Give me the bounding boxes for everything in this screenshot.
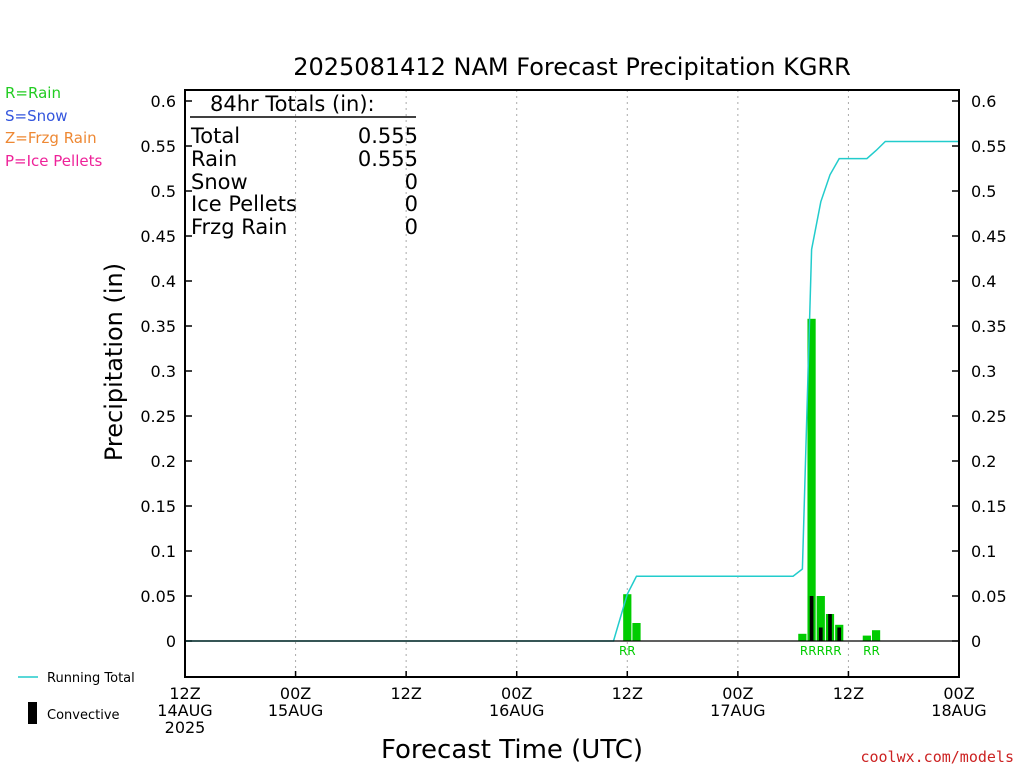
precip-bar-3 — [807, 318, 816, 641]
totals-label-ice-pellets: Ice Pellets — [191, 192, 297, 216]
legend-ice-pellets: P=Ice Pellets — [5, 151, 103, 170]
y-tick-label-left-9: 0.45 — [140, 227, 176, 246]
x-tick-label-5-1: 17AUG — [710, 701, 765, 720]
y-tick-label-left-8: 0.4 — [151, 272, 176, 291]
x-tick-label-0-2: 2025 — [165, 718, 206, 737]
totals-box: 84hr Totals (in): Total 0.555 Rain 0.555… — [190, 92, 418, 239]
x-tick-label-0-1: 14AUG — [157, 701, 212, 720]
x-tick-label-0-0: 12Z — [169, 684, 200, 703]
running-total-series — [185, 140, 959, 642]
y-tick-label-left-4: 0.2 — [151, 452, 176, 471]
y-tick-label-left-0: 0 — [166, 632, 176, 651]
y-tick-label-left-7: 0.35 — [140, 317, 176, 336]
precip-bar-4 — [816, 596, 825, 641]
precip-bar-8 — [871, 630, 881, 641]
y-tick-label-left-12: 0.6 — [151, 92, 176, 111]
x-tick-label-3-0: 00Z — [501, 684, 532, 703]
convective-bar-3 — [809, 596, 814, 641]
y-axis-label: Precipitation (in) — [100, 263, 128, 461]
x-tick-label-1-0: 00Z — [280, 684, 311, 703]
legend-frzg-rain: Z=Frzg Rain — [5, 129, 97, 147]
y-tick-label-left-11: 0.55 — [140, 137, 176, 156]
y-tick-label-right-9: 0.45 — [971, 227, 1007, 246]
x-tick-label-6-0: 12Z — [833, 684, 864, 703]
y-tick-label-left-3: 0.15 — [140, 497, 176, 516]
precip-bar-2 — [798, 633, 807, 641]
grid-lines — [295, 90, 849, 677]
convective-bar-5 — [828, 614, 832, 641]
x-tick-label-4-0: 12Z — [612, 684, 643, 703]
x-tick-label-7-0: 00Z — [943, 684, 974, 703]
precip-type-labels: RR RRRRR RR — [619, 644, 880, 658]
watermark: coolwx.com/models — [860, 748, 1014, 766]
convective-bar-6 — [837, 627, 842, 641]
convective-legend-label: Convective — [47, 708, 120, 723]
precip-bar-1 — [632, 623, 641, 641]
axis-ticks: 0 00.05 0.050.1 0.10.15 0.150.2 0.20.25 0.250.… — [140, 92, 1006, 737]
totals-value-frzg-rain: 0 — [405, 215, 418, 239]
y-tick-label-right-5: 0.25 — [971, 407, 1007, 426]
y-tick-label-right-4: 0.2 — [971, 452, 996, 471]
precip-bar-0 — [623, 594, 632, 641]
precip-type-legend: R=Rain S=Snow Z=Frzg Rain P=Ice Pellets — [5, 82, 102, 172]
y-tick-label-left-2: 0.1 — [151, 542, 176, 561]
y-tick-label-left-6: 0.3 — [151, 362, 176, 381]
x-tick-label-7-1: 18AUG — [931, 701, 986, 720]
y-tick-label-right-12: 0.6 — [971, 92, 996, 111]
totals-value-snow: 0 — [405, 170, 418, 194]
totals-label-frzg-rain: Frzg Rain — [191, 215, 287, 239]
precip-bars — [623, 318, 881, 641]
running-total-line — [185, 140, 959, 642]
plot-frame — [184, 89, 960, 678]
totals-label-total: Total — [190, 124, 240, 148]
totals-label-rain: Rain — [191, 147, 237, 171]
legend-snow: S=Snow — [5, 106, 68, 125]
precip-bar-7 — [862, 635, 871, 641]
x-tick-label-5-0: 00Z — [722, 684, 753, 703]
convective-bar-4 — [818, 627, 823, 641]
y-tick-label-right-10: 0.5 — [971, 182, 996, 201]
x-tick-label-3-1: 16AUG — [489, 701, 544, 720]
legend-rain: R=Rain — [5, 84, 61, 102]
x-tick-label-2-0: 12Z — [390, 684, 421, 703]
y-tick-label-right-0: 0 — [971, 632, 981, 651]
y-tick-label-right-7: 0.35 — [971, 317, 1007, 336]
y-tick-label-right-8: 0.4 — [971, 272, 996, 291]
precip-type-label-1: RRRRR — [800, 644, 842, 658]
y-tick-label-left-5: 0.25 — [140, 407, 176, 426]
precip-type-label-0: RR — [619, 644, 636, 658]
y-tick-label-right-2: 0.1 — [971, 542, 996, 561]
y-tick-label-left-1: 0.05 — [140, 587, 176, 606]
running-total-legend-label: Running Total — [47, 671, 135, 686]
totals-value-ice-pellets: 0 — [405, 192, 418, 216]
x-tick-label-1-1: 15AUG — [268, 701, 323, 720]
x-axis-label: Forecast Time (UTC) — [381, 735, 643, 765]
precip-type-label-2: RR — [863, 644, 880, 658]
y-tick-label-left-10: 0.5 — [151, 182, 176, 201]
y-tick-label-right-11: 0.55 — [971, 137, 1007, 156]
y-tick-label-right-6: 0.3 — [971, 362, 996, 381]
totals-value-rain: 0.555 — [358, 147, 418, 171]
y-tick-label-right-3: 0.15 — [971, 497, 1007, 516]
chart-title: 2025081412 NAM Forecast Precipitation KG… — [293, 53, 851, 81]
convective-legend-swatch — [28, 702, 37, 724]
y-tick-label-right-1: 0.05 — [971, 587, 1007, 606]
totals-value-total: 0.555 — [358, 124, 418, 148]
totals-header: 84hr Totals (in): — [210, 92, 375, 116]
totals-label-snow: Snow — [191, 170, 248, 194]
